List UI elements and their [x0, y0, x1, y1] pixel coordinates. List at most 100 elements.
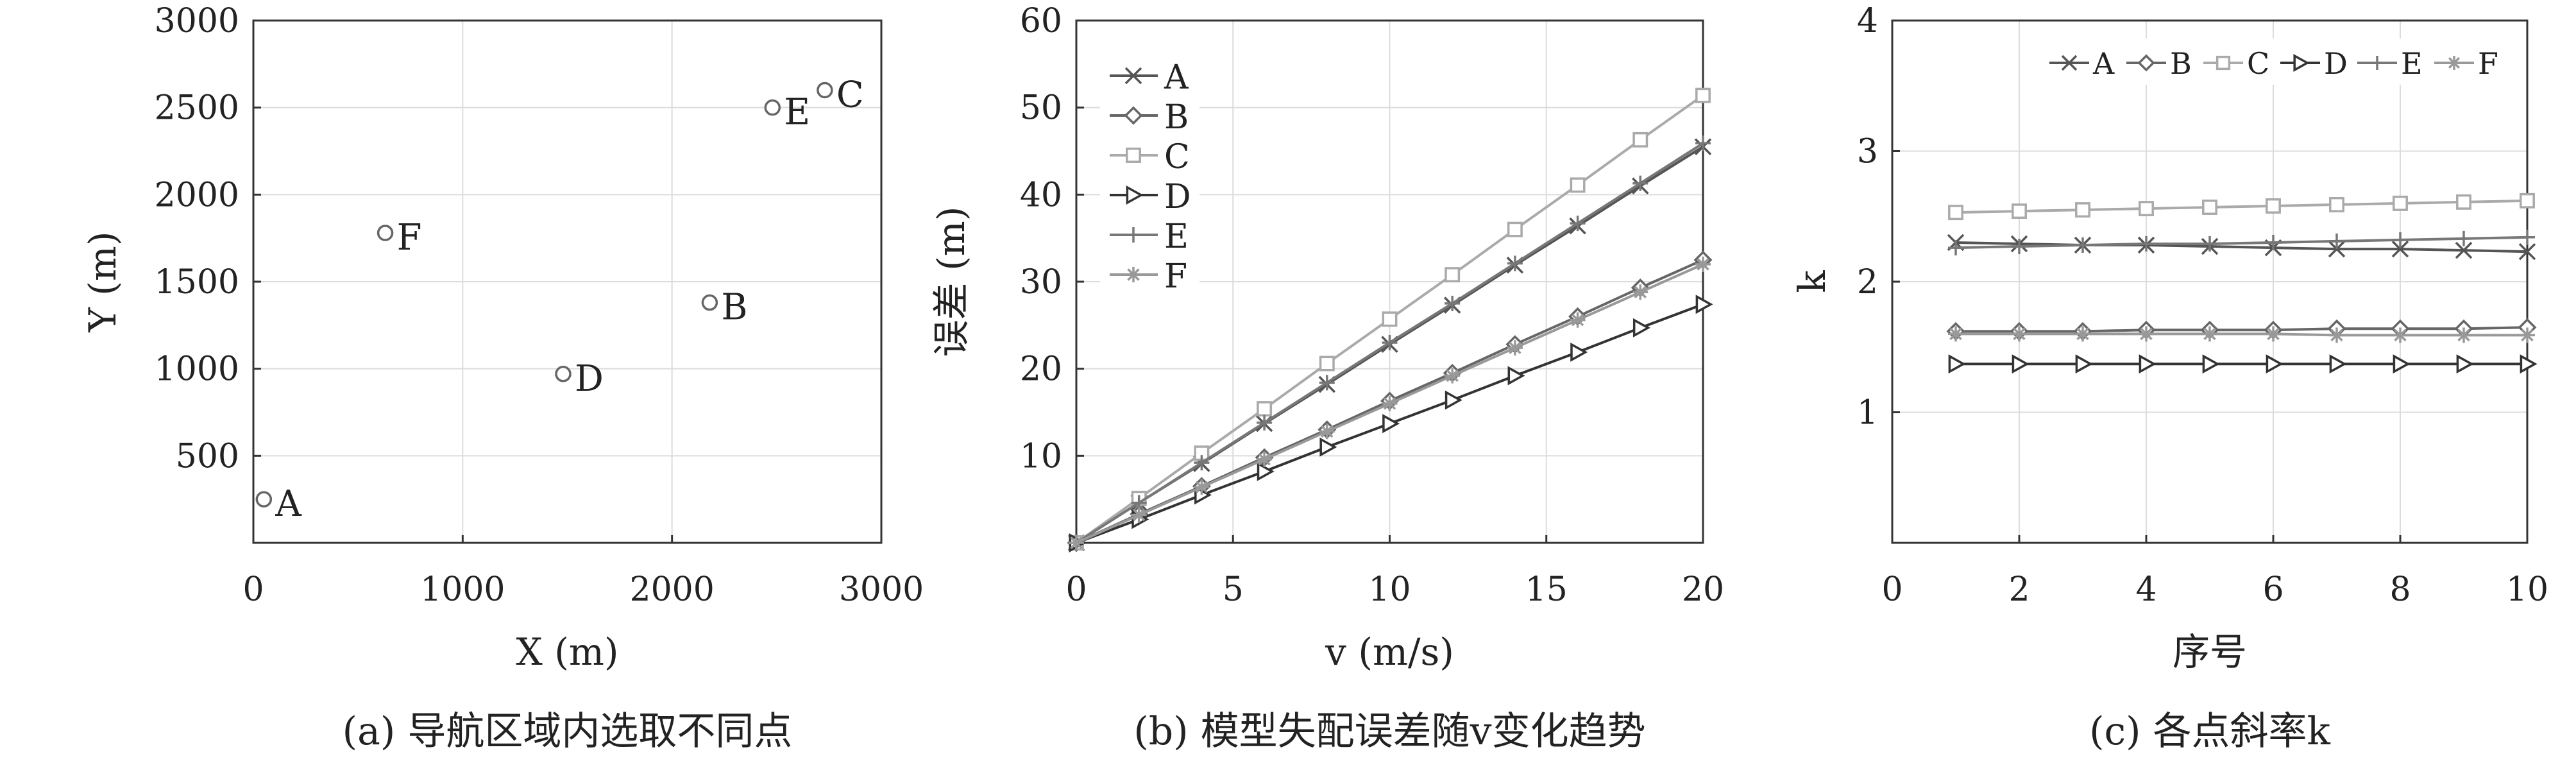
series-point-F-ray — [1446, 369, 1459, 382]
series-point-C-shape — [1948, 205, 1963, 221]
series-point-F — [1257, 451, 1273, 467]
series-point-C — [1382, 311, 1398, 327]
series-point-D-shape — [2266, 354, 2284, 374]
series-point-D-shape — [2329, 354, 2347, 374]
series-point-E — [2520, 229, 2535, 245]
series-point-F-ray — [2521, 329, 2534, 342]
series-point-F — [2202, 326, 2217, 342]
series-point-F-ray — [1258, 453, 1271, 466]
series-point-C — [1948, 205, 1963, 221]
legend-marker-D-shape — [1126, 185, 1144, 205]
series-point-D — [1570, 342, 1588, 362]
series-point-C-shape — [1695, 87, 1711, 103]
legend-box — [1100, 45, 1199, 295]
series-point-C — [1445, 267, 1461, 283]
legend-marker-C — [2216, 55, 2231, 71]
chart-a-navigation-points: 0 1000 2000 3000 500 1000 1500 2000 2500 3000 X (m… — [81, 2, 924, 754]
point-F-shape — [377, 225, 394, 241]
legend-label-E: E — [2401, 46, 2423, 81]
series-point-C-shape — [2329, 196, 2344, 212]
x-tick-label: 0 — [1881, 570, 1902, 609]
series-point-E — [1570, 216, 1586, 232]
y-tick-label: 1 — [1857, 394, 1878, 432]
legend-label-D: D — [2324, 46, 2348, 81]
series-point-F-ray — [2330, 329, 2343, 342]
series-point-E — [1695, 135, 1711, 151]
y-tick-label: 4 — [1857, 2, 1878, 40]
series-point-F — [1131, 507, 1147, 523]
series-point-D — [2456, 354, 2474, 374]
series-point-F — [2139, 326, 2154, 342]
series-point-E — [1507, 255, 1523, 271]
point-A — [255, 491, 273, 508]
legend-marker-D — [1126, 185, 1144, 205]
point-label-F: F — [397, 217, 422, 259]
legend-label-B: B — [1164, 98, 1189, 137]
series-point-C — [2329, 196, 2344, 212]
series-point-F-ray — [2203, 327, 2216, 341]
series-point-E — [2329, 233, 2344, 249]
series-point-E — [2202, 235, 2217, 252]
legend-marker-A-b — [1124, 67, 1142, 85]
series-point-C-shape — [2012, 203, 2027, 219]
legend-marker-D-shape — [2293, 54, 2310, 72]
y-tick-label: 3 — [1857, 133, 1878, 171]
legend-marker-A — [2061, 55, 2078, 71]
series-point-F-ray — [2267, 327, 2280, 341]
series-point-C-shape — [2393, 195, 2408, 211]
point-C — [817, 81, 833, 99]
point-label-B: B — [721, 287, 747, 329]
series-point-D — [1632, 318, 1650, 338]
series-point-D-shape — [1445, 390, 1462, 410]
series-point-C — [2139, 201, 2154, 216]
legend-marker-B — [1124, 106, 1143, 125]
series-point-D — [1319, 437, 1337, 457]
series-point-F — [2266, 326, 2281, 342]
y-axis-label: 误差 (m) — [929, 207, 973, 357]
legend-label-B: B — [2170, 46, 2192, 81]
legend-label-F: F — [2478, 46, 2498, 81]
x-axis-label: 序号 — [2173, 630, 2247, 674]
series-point-C-shape — [1507, 221, 1523, 237]
point-E — [764, 99, 781, 116]
point-C-shape — [817, 81, 833, 99]
y-tick-label: 2500 — [155, 89, 239, 128]
series-point-D-shape — [2139, 354, 2157, 374]
series-point-F-ray — [1070, 536, 1083, 549]
series-point-D — [2520, 354, 2538, 374]
x-tick-label: 10 — [2506, 570, 2548, 609]
series-point-F — [2520, 327, 2535, 343]
x-tick-label: 2000 — [629, 570, 714, 609]
series-line-A — [1955, 241, 2528, 253]
series-point-C-shape — [1319, 355, 1335, 372]
series-point-D — [2202, 354, 2220, 374]
x-tick-label: 8 — [2389, 570, 2411, 609]
series-point-F — [1319, 423, 1335, 440]
series-point-D-shape — [2012, 354, 2029, 374]
y-tick-label: 60 — [1020, 2, 1062, 40]
series-point-C — [2456, 194, 2471, 210]
legend-marker-A-b — [2061, 55, 2078, 71]
x-tick-label: 5 — [1223, 570, 1244, 609]
series-point-F-ray — [1697, 258, 1709, 271]
series-point-A-b — [2518, 243, 2536, 261]
point-label-D: D — [575, 358, 604, 400]
series-point-A-b — [2328, 240, 2346, 258]
series-point-D-shape — [2393, 354, 2411, 374]
legend-marker-D — [2293, 54, 2310, 72]
series-point-C-shape — [1445, 267, 1461, 283]
series-point-D-shape — [1948, 354, 1966, 374]
series-point-F-ray — [2076, 327, 2089, 341]
x-tick-label: 3000 — [839, 570, 924, 609]
series-point-D — [1507, 366, 1525, 386]
y-tick-label: 40 — [1020, 176, 1062, 214]
legend-marker-C — [1126, 148, 1141, 163]
series-point-E — [2393, 232, 2408, 248]
x-tick-label: 2 — [2008, 570, 2029, 609]
series-point-E — [1257, 415, 1273, 431]
y-tick-label: 500 — [176, 437, 239, 475]
series-point-C — [2393, 195, 2408, 211]
series-point-C — [1319, 355, 1335, 372]
